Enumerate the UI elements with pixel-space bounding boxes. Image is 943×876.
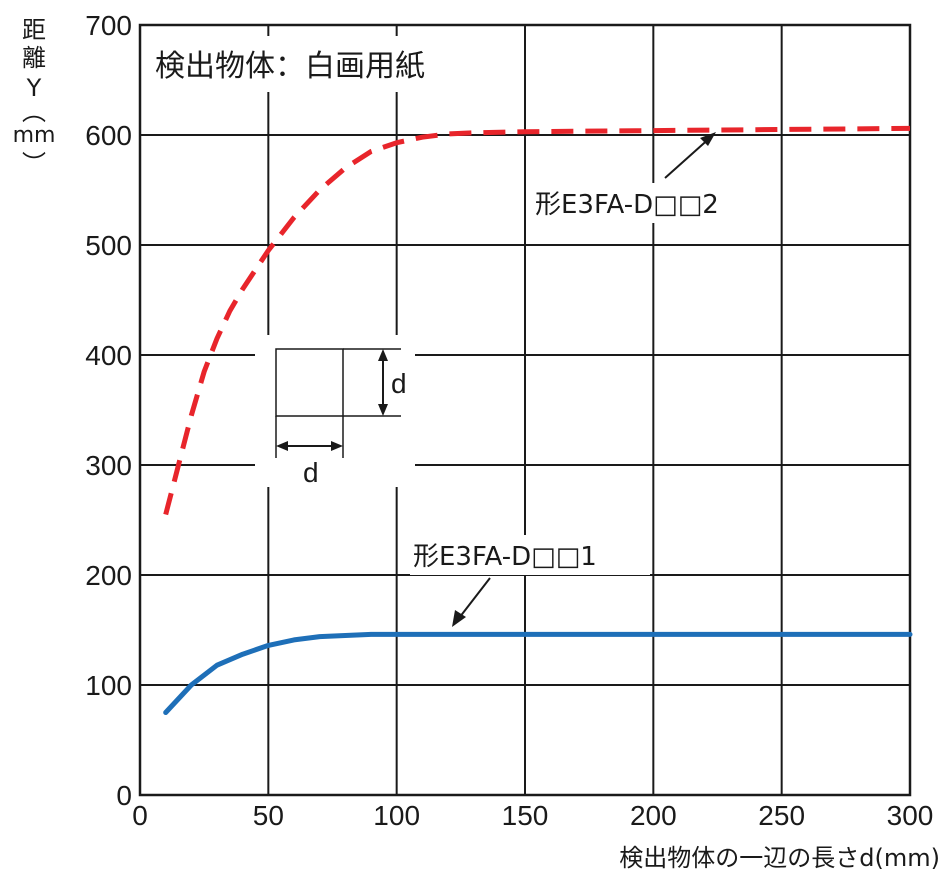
series-1-label-background — [410, 535, 650, 575]
series-2-label: 形E3FA-D□□2 — [535, 190, 719, 220]
inset-background — [255, 335, 415, 487]
y-axis-label-char: ︶ — [22, 150, 46, 178]
series-2-arrow-shaft — [664, 135, 713, 179]
series-1-label: 形E3FA-D□□1 — [413, 542, 597, 572]
series-lines — [163, 125, 913, 715]
tick-labels: 0 50 100 150 200 250 300 0 100 200 300 400 500 600 700 — [85, 10, 933, 831]
x-tick-label: 200 — [630, 800, 677, 831]
inset-arrow-head — [276, 441, 288, 451]
y-axis-label-char: ︵ — [22, 98, 46, 126]
y-tick-label: 200 — [85, 560, 132, 591]
inset-diagram: dd — [255, 335, 415, 488]
inset-arrow-head — [331, 441, 343, 451]
inset-dim-label-horizontal: d — [303, 457, 319, 488]
series-1-line — [163, 631, 913, 715]
y-tick-label: 600 — [85, 120, 132, 151]
y-tick-label: 400 — [85, 340, 132, 371]
x-tick-label: 50 — [253, 800, 284, 831]
y-axis-label-char: Y — [26, 74, 42, 102]
y-tick-label: 100 — [85, 670, 132, 701]
inset-arrow-head — [378, 404, 388, 416]
x-tick-label: 300 — [887, 800, 934, 831]
x-tick-label: 150 — [502, 800, 549, 831]
y-tick-label: 700 — [85, 10, 132, 41]
inset-dim-label-vertical: d — [391, 368, 407, 399]
series-1-arrow-head — [452, 610, 466, 627]
series-2-label-background — [530, 183, 780, 223]
x-axis-label: 検出物体の一辺の長さd(mm) — [619, 844, 940, 872]
y-axis-label-char: mm — [13, 123, 56, 148]
x-tick-label: 100 — [373, 800, 420, 831]
y-tick-label: 0 — [116, 780, 132, 811]
y-axis-label-char: 距 — [22, 16, 46, 44]
inset-arrow-head — [378, 349, 388, 361]
y-tick-label: 500 — [85, 230, 132, 261]
y-axis-label: 距離Y︵mm︶ — [13, 16, 56, 178]
series-2-line — [163, 125, 911, 516]
y-axis-label-char: 離 — [22, 44, 46, 72]
x-tick-label: 0 — [132, 800, 148, 831]
chart-title: 検出物体：白画用紙 — [155, 49, 425, 84]
inset-square — [275, 348, 344, 417]
title-background — [143, 36, 523, 92]
x-tick-label: 250 — [758, 800, 805, 831]
plot-frame — [138, 23, 912, 797]
series-2-arrow-head — [700, 132, 716, 146]
y-tick-label: 300 — [85, 450, 132, 481]
